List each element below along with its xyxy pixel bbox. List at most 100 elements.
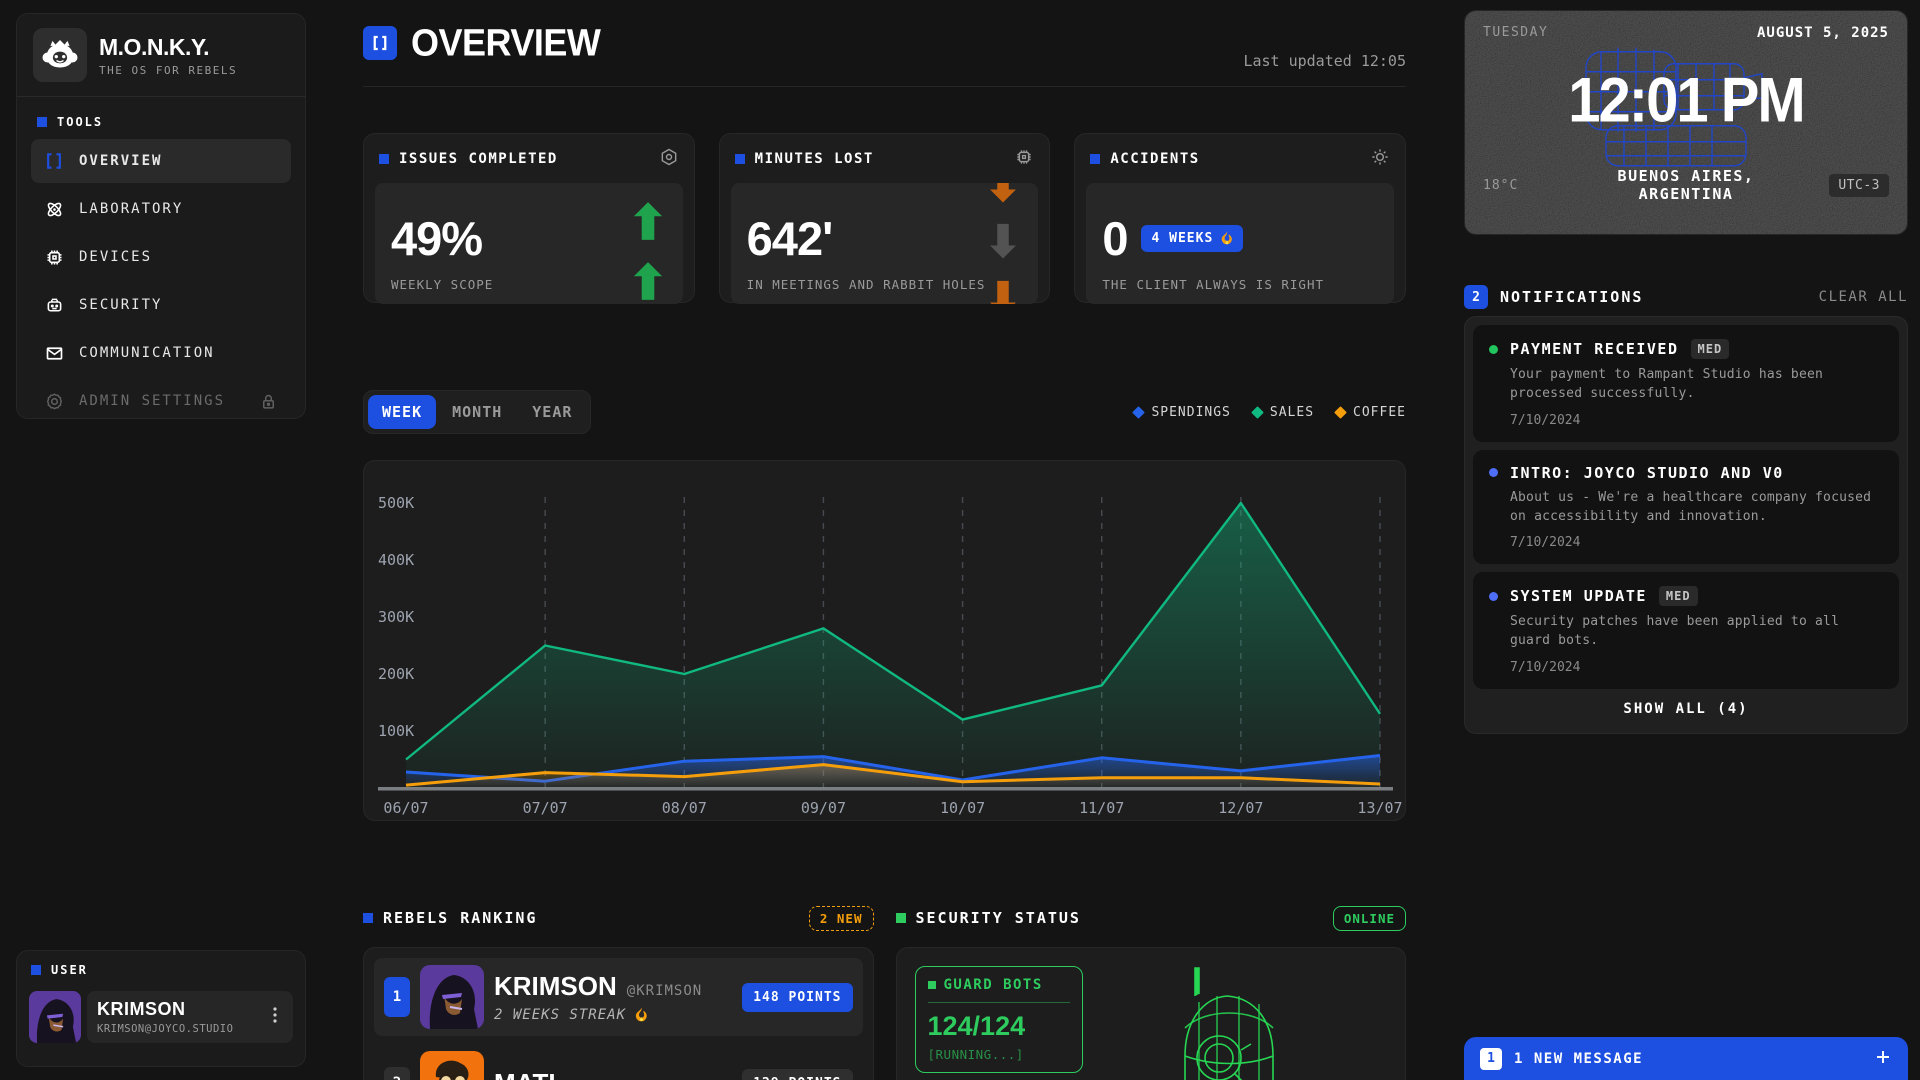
avatar	[420, 1051, 484, 1080]
user-card: USER KRIMSON KRIMSON@JOYCO.STUDIO	[16, 950, 306, 1067]
spendings-diamond-icon	[1133, 406, 1146, 419]
streak-badge: 4 WEEKS	[1141, 225, 1243, 252]
tab-week[interactable]: WEEK	[368, 395, 436, 429]
ranking-row-1[interactable]: 1 KRIMSON @KRIMSON	[374, 958, 863, 1036]
main-content: OVERVIEW Last updated 12:05 ISSUES COMPL…	[337, 0, 1432, 1080]
plus-icon[interactable]	[1874, 1048, 1892, 1070]
atom-icon	[43, 198, 65, 220]
stat-caption: WEEKLY SCOPE	[391, 277, 493, 292]
tab-year[interactable]: YEAR	[518, 395, 586, 429]
range-tabs: WEEK MONTH YEAR	[363, 390, 591, 434]
clock-widget: TUESDAY AUGUST 5, 2025 12:01 PM 18°C BUE…	[1464, 10, 1908, 235]
notification-date: 7/10/2024	[1510, 660, 1883, 675]
rebel-name: MATI	[494, 1068, 556, 1080]
sidebar-item-laboratory[interactable]: LABORATORY	[31, 187, 291, 231]
priority-badge: MED	[1659, 586, 1698, 606]
app-logo-row: M.O.N.K.Y. THE OS FOR REBELS	[17, 14, 305, 96]
rebel-handle: @KRIMSON	[627, 983, 702, 999]
robot-icon	[43, 294, 65, 316]
stat-title: MINUTES LOST	[755, 151, 1005, 167]
mail-icon	[43, 342, 65, 364]
guard-bots-status: [RUNNING...]	[928, 1047, 1070, 1062]
notifications-header: 2 NOTIFICATIONS CLEAR ALL	[1464, 285, 1908, 309]
legend-sales[interactable]: SALES	[1253, 405, 1314, 420]
notification-count-badge: 2	[1464, 285, 1488, 309]
sidebar-item-admin-settings[interactable]: ADMIN SETTINGS	[31, 379, 291, 419]
weekday-label: TUESDAY	[1483, 25, 1548, 41]
last-updated: Last updated 12:05	[1243, 52, 1406, 86]
user-email: KRIMSON@JOYCO.STUDIO	[97, 1023, 267, 1035]
message-label: 1 NEW MESSAGE	[1514, 1051, 1862, 1067]
sidebar-item-devices[interactable]: DEVICES	[31, 235, 291, 279]
stat-card-issues-completed: ISSUES COMPLETED 49% WEEKLY SCOPE	[363, 133, 695, 303]
chip-icon	[43, 246, 65, 268]
notification-intro[interactable]: INTRO: JOYCO STUDIO AND V0 About us - We…	[1473, 450, 1899, 565]
sidebar-item-overview[interactable]: OVERVIEW	[31, 139, 291, 183]
legend-spendings[interactable]: SPENDINGS	[1134, 405, 1230, 420]
stat-card-accidents: ACCIDENTS 0 4 WEEKS THE CLIENT ALWAYS	[1074, 133, 1406, 303]
svg-text:09/07: 09/07	[801, 799, 846, 817]
priority-badge: MED	[1691, 339, 1730, 359]
svg-text:400K: 400K	[378, 551, 414, 569]
stat-value: 642'	[747, 211, 1023, 266]
rank-number: 1	[384, 977, 410, 1017]
clear-all-button[interactable]: CLEAR ALL	[1819, 289, 1908, 305]
hex-nut-icon	[659, 147, 679, 171]
user-section-label: USER	[29, 961, 293, 985]
gear-icon	[43, 390, 65, 412]
ranking-list: 1 KRIMSON @KRIMSON	[363, 947, 874, 1080]
coffee-diamond-icon	[1334, 406, 1347, 419]
svg-text:200K: 200K	[378, 665, 414, 683]
stat-title: ISSUES COMPLETED	[399, 151, 649, 167]
monkey-logo-icon	[33, 28, 87, 82]
rank-number: 2	[384, 1067, 410, 1080]
trend-down-arrows-icon	[984, 183, 1022, 304]
chip-icon	[1014, 147, 1034, 171]
svg-text:100K: 100K	[378, 722, 414, 740]
brackets-icon	[363, 26, 397, 60]
svg-text:11/07: 11/07	[1079, 799, 1124, 817]
notifications-title: NOTIFICATIONS	[1500, 288, 1807, 306]
guard-bots-bullet-icon	[928, 981, 936, 989]
avatar	[29, 991, 81, 1043]
stat-value: 0 4 WEEKS	[1102, 211, 1378, 266]
svg-text:500K: 500K	[378, 494, 414, 512]
notification-system-update[interactable]: SYSTEM UPDATE MED Security patches have …	[1473, 572, 1899, 689]
sidebar-item-communication[interactable]: COMMUNICATION	[31, 331, 291, 375]
svg-text:13/07: 13/07	[1357, 799, 1402, 817]
timezone-badge: UTC-3	[1829, 174, 1889, 197]
tab-month[interactable]: MONTH	[438, 395, 516, 429]
cog-icon	[1370, 147, 1390, 171]
sidebar-item-security[interactable]: SECURITY	[31, 283, 291, 327]
clock-time: 12:01 PM	[1568, 64, 1803, 136]
chart-controls: WEEK MONTH YEAR SPENDINGS SALES COFFEE	[363, 390, 1406, 434]
ranking-row-2[interactable]: 2 MATI	[374, 1044, 863, 1080]
notification-payment-received[interactable]: PAYMENT RECEIVED MED Your payment to Ram…	[1473, 325, 1899, 442]
notification-body: About us - We're a healthcare company fo…	[1510, 489, 1883, 527]
security-panel: GUARD BOTS 124/124 [RUNNING...] FIREWALL	[896, 947, 1407, 1080]
new-message-bar[interactable]: 1 1 NEW MESSAGE	[1464, 1037, 1908, 1080]
lock-icon	[257, 390, 279, 412]
status-dot-icon	[1489, 345, 1498, 354]
online-badge: ONLINE	[1333, 906, 1406, 931]
kebab-menu-icon[interactable]	[267, 1006, 283, 1028]
page-title: OVERVIEW	[411, 21, 600, 65]
show-all-button[interactable]: SHOW ALL (4)	[1473, 689, 1899, 725]
svg-text:07/07: 07/07	[523, 799, 568, 817]
security-title: SECURITY STATUS	[916, 909, 1323, 927]
stat-bullet-icon	[735, 154, 745, 164]
tools-section-label: TOOLS	[31, 109, 291, 139]
message-count-badge: 1	[1480, 1048, 1502, 1070]
guard-bots-value: 124/124	[928, 1011, 1070, 1042]
legend-coffee[interactable]: COFFEE	[1336, 405, 1406, 420]
stat-caption: THE CLIENT ALWAYS IS RIGHT	[1102, 277, 1324, 292]
brackets-icon	[43, 150, 65, 172]
points-badge: 148 POINTS	[742, 983, 852, 1012]
ranking-bullet-icon	[363, 913, 373, 923]
svg-text:08/07: 08/07	[662, 799, 707, 817]
svg-text:12/07: 12/07	[1218, 799, 1263, 817]
user-row[interactable]: KRIMSON KRIMSON@JOYCO.STUDIO	[29, 991, 293, 1043]
stat-bullet-icon	[1090, 154, 1100, 164]
guard-bot-wireframe-illustration	[1155, 966, 1315, 1080]
sales-diamond-icon	[1251, 406, 1264, 419]
